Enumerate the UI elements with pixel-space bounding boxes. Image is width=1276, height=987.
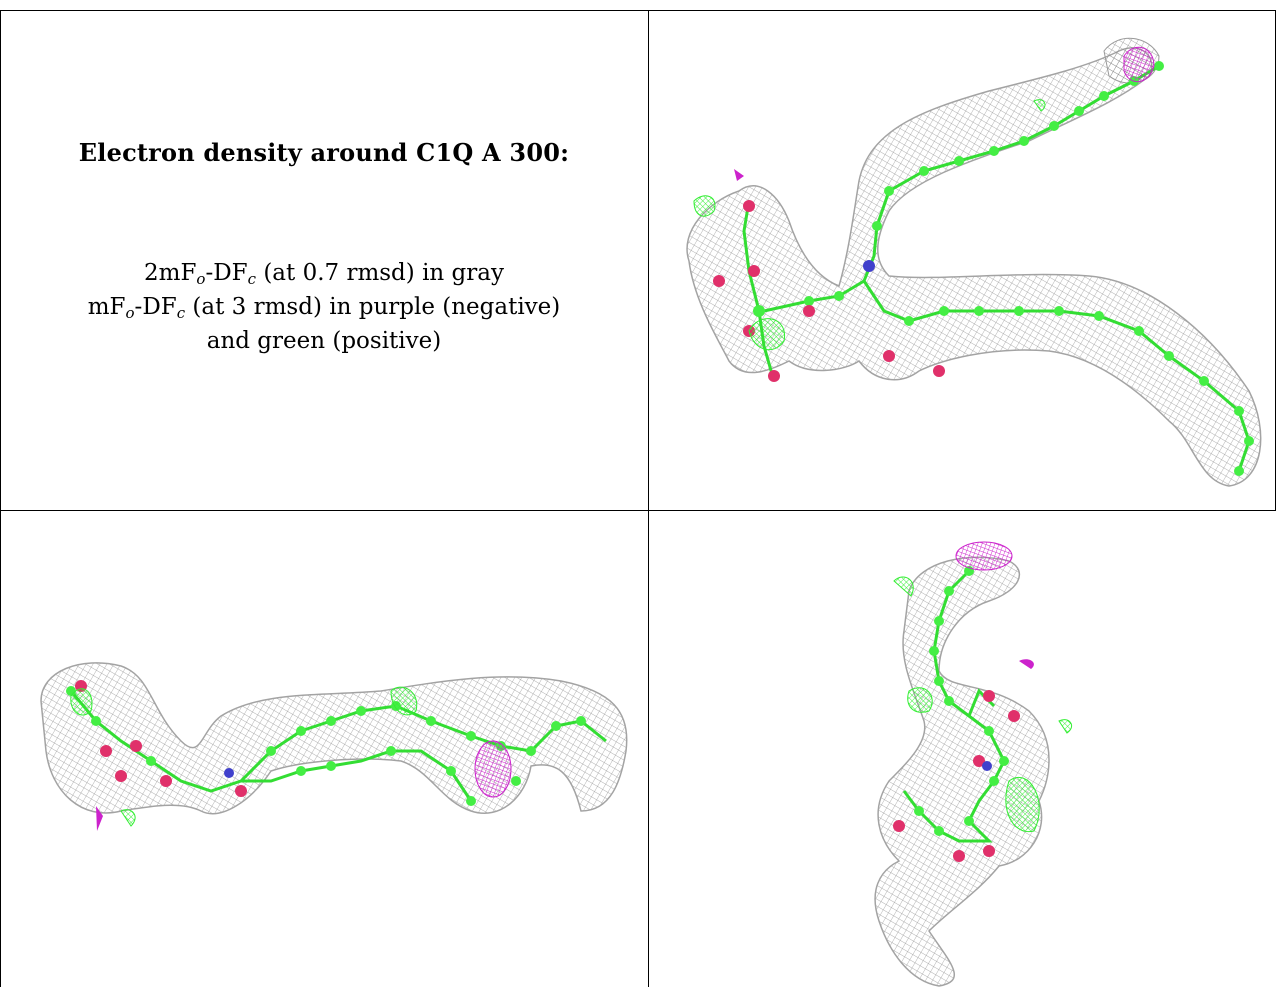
- difference-density-negative: [955, 541, 1034, 669]
- density-view-bottom-right: [874, 541, 1072, 987]
- legend-fofc-sub-c: c: [176, 304, 186, 322]
- legend-2fofc-sub-o: o: [196, 270, 206, 288]
- caption-cell: Electron density around C1Q A 300: 2mFo-…: [0, 10, 648, 510]
- legend-2fofc-sub-c: c: [247, 270, 257, 288]
- legend-fofc-sub-o: o: [125, 304, 135, 322]
- density-view-top-right: [686, 37, 1262, 487]
- caption-legend: 2mFo-DFc (at 0.7 rmsd) in gray mFo-DFc (…: [0, 256, 648, 358]
- legend-fofc-suffix: (at 3 rmsd) in purple (negative): [185, 294, 561, 320]
- density-view-bottom-left: [40, 662, 628, 831]
- difference-density-negative: [734, 46, 1155, 181]
- density-mesh-gray: [874, 556, 1050, 987]
- legend-line-colors: and green (positive): [206, 328, 442, 354]
- nitrogen-atom: [224, 768, 234, 778]
- ligand-bonds: [742, 64, 1251, 472]
- table-border-middle: [0, 510, 1276, 511]
- density-mesh-gray: [40, 662, 628, 815]
- difference-density-positive: [893, 576, 1072, 833]
- legend-line-fofc: mFo-DFc (at 3 rmsd) in purple (negative): [0, 290, 648, 324]
- table-border-center: [648, 10, 649, 987]
- table-border-top: [0, 10, 1276, 11]
- oxygen-atoms: [75, 680, 247, 797]
- carbon-atoms: [753, 61, 1254, 476]
- nitrogen-atom: [982, 761, 992, 771]
- legend-2fofc-mid: -DF: [205, 260, 248, 286]
- nitrogen-atom: [863, 260, 875, 272]
- difference-density-negative: [96, 740, 512, 831]
- carbon-atoms: [914, 566, 1009, 836]
- difference-density-positive: [70, 686, 418, 827]
- legend-line-2fofc: 2mFo-DFc (at 0.7 rmsd) in gray: [0, 256, 648, 290]
- legend-2fofc-suffix: (at 0.7 rmsd) in gray: [256, 260, 504, 286]
- difference-density-positive: [693, 99, 1046, 351]
- density-mesh-gray: [686, 37, 1262, 487]
- legend-fofc-mid: -DF: [134, 294, 177, 320]
- legend-fofc-prefix: mF: [87, 294, 126, 320]
- oxygen-atoms: [713, 200, 945, 382]
- oxygen-atoms: [893, 690, 1020, 862]
- caption-title: Electron density around C1Q A 300:: [78, 138, 570, 167]
- table-border-left: [0, 10, 1, 987]
- legend-2fofc-prefix: 2mF: [144, 260, 197, 286]
